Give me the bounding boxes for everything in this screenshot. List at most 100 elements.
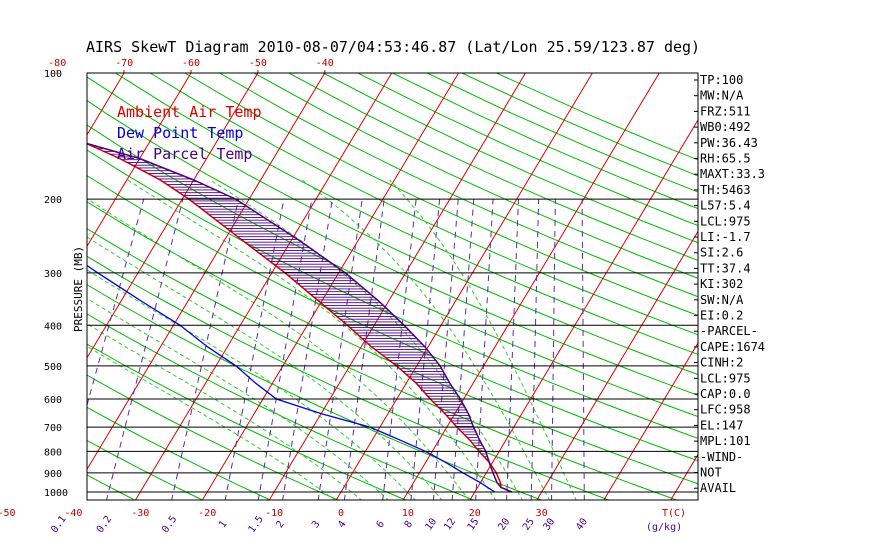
bottom-temp-tick-label: -40	[64, 508, 82, 519]
dry-adiabat-line	[149, 73, 698, 336]
bottom-temp-tick-label: 0	[338, 508, 344, 519]
stat-item: SI:2.6	[700, 246, 743, 260]
stat-item: LFC:958	[700, 403, 751, 417]
dry-adiabat-line	[357, 73, 698, 227]
dry-adiabat-line	[87, 201, 698, 485]
dry-adiabat-line	[0, 73, 1, 501]
stat-item: RH:65.5	[700, 152, 751, 166]
stat-item: CAPE:1674	[700, 340, 765, 354]
mixing-ratio-label: 1.5	[247, 514, 266, 535]
x-units-label: T(C)	[662, 508, 686, 519]
isotherm-line	[469, 119, 698, 500]
pressure-tick-label: 200	[44, 195, 62, 206]
isotherm-line	[268, 73, 526, 500]
mixing-ratio-label: 12	[442, 516, 458, 532]
pressure-tick-label: 600	[44, 395, 62, 406]
mixing-ratio-label: 3	[310, 519, 322, 530]
top-temp-tick-label: -70	[115, 58, 133, 69]
moist-adiabat-line	[389, 179, 577, 500]
legend-ambient: Ambient Air Temp	[117, 103, 262, 121]
pressure-tick-label: 400	[44, 321, 62, 332]
mixing-ratio-line	[105, 199, 184, 500]
dry-adiabat-line	[87, 343, 407, 500]
moist-adiabat-line	[87, 297, 389, 500]
mixing-ratio-line	[224, 199, 285, 500]
pressure-tick-label: 500	[44, 362, 62, 373]
mixing-ratio-label: 10	[423, 516, 439, 532]
moist-adiabat-line	[87, 323, 363, 500]
stat-item: MW:N/A	[700, 89, 744, 103]
mixing-ratio-label: 40	[574, 516, 590, 532]
mixing-ratio-line	[451, 199, 475, 500]
plot-frame	[86, 72, 699, 501]
stat-item: LCL:975	[700, 371, 751, 385]
y-axis-label: PRESSURE (MB)	[72, 246, 85, 332]
isotherm-line	[87, 73, 326, 471]
stat-item: LI:-1.7	[700, 230, 751, 244]
mixing-ratio-label: 6	[375, 519, 387, 530]
mixing-ratio-line	[87, 198, 145, 407]
stat-item: L57:5.4	[700, 199, 751, 213]
mixing-ratio-label: 1	[217, 519, 229, 530]
mixing-ratio-line	[171, 199, 240, 500]
isotherm-line	[87, 73, 192, 248]
stat-item: CAP:0.0	[700, 387, 751, 401]
bottom-temp-tick-label: 20	[469, 508, 481, 519]
mixing-ratio-line	[410, 199, 441, 500]
dry-adiabat-line	[87, 439, 204, 500]
stat-item: TH:5463	[700, 183, 751, 197]
moist-adiabat-line	[87, 197, 470, 500]
dry-adiabat-line	[87, 313, 475, 500]
stat-item: EI:0.2	[700, 309, 743, 323]
mixing-ratio-label: 25	[521, 516, 537, 532]
pressure-tick-label: 700	[44, 423, 62, 434]
dry-adiabat-line	[184, 73, 698, 317]
legend-parcel: Air Parcel Temp	[117, 145, 252, 163]
dry-adiabat-line	[115, 73, 698, 355]
pressure-tick-label: 900	[44, 469, 62, 480]
bottom-temp-tick-label: -10	[265, 508, 283, 519]
isotherm-line	[335, 73, 593, 500]
mixing-ratio-label: 0.2	[95, 514, 114, 535]
dry-adiabat-line	[426, 73, 698, 193]
dry-adiabat-line	[87, 99, 698, 396]
top-temp-tick-label: -40	[316, 58, 334, 69]
stat-item: SW:N/A	[700, 293, 744, 307]
dry-adiabat-line	[87, 175, 698, 462]
stat-item: NOT	[700, 466, 722, 480]
dry-adiabat-line	[219, 73, 698, 298]
dry-adiabat-line	[87, 255, 611, 500]
pressure-tick-label: 800	[44, 447, 62, 458]
stat-item: MAXT:33.3	[700, 167, 765, 181]
mixing-ratio-line	[432, 199, 459, 500]
isotherm-line	[402, 73, 660, 500]
stat-item: CINH:2	[700, 356, 743, 370]
mixing-ratio-line	[530, 199, 540, 500]
bottom-temp-tick-label: 10	[402, 508, 414, 519]
bottom-temp-tick-label: 30	[536, 508, 548, 519]
dry-adiabat-line	[323, 73, 698, 244]
stat-item: -PARCEL-	[700, 324, 758, 338]
dry-adiabat-line	[496, 73, 698, 161]
moist-adiabat-line	[127, 179, 497, 500]
mixing-ratio-label: 2	[274, 519, 286, 530]
dry-adiabat-line	[87, 124, 698, 418]
legend: Ambient Air Temp Dew Point Temp Air Parc…	[117, 103, 262, 163]
top-temp-tick-label: -50	[249, 58, 267, 69]
mixing-ratio-line	[343, 199, 385, 500]
stat-item: TP:100	[700, 73, 743, 87]
bottom-temp-tick-label: -30	[131, 508, 149, 519]
dry-adiabat-line	[87, 228, 679, 500]
mixing-ratio-label: 4	[336, 519, 348, 530]
dry-adiabat-line	[87, 284, 543, 500]
grid-lines	[0, 73, 698, 501]
moist-adiabat-line	[87, 269, 416, 500]
dry-adiabat-line	[87, 406, 272, 500]
top-temp-tick-label: -80	[48, 58, 66, 69]
dry-adiabat-line	[253, 73, 698, 279]
stat-item: AVAIL	[700, 481, 736, 495]
mixing-ratio-line	[551, 199, 556, 500]
isotherm-line	[603, 342, 698, 500]
mixing-ratio-label: 0.5	[160, 514, 179, 535]
